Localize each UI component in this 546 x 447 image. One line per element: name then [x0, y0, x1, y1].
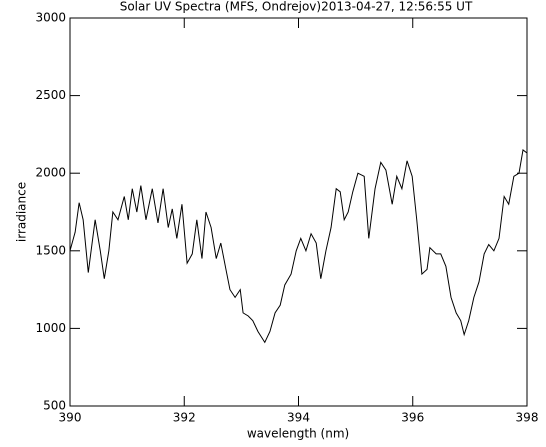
x-tick-label: 390: [59, 411, 82, 425]
x-tick-label: 398: [516, 411, 539, 425]
y-tick-label: 3000: [35, 11, 66, 25]
data-line: [69, 149, 528, 344]
x-tick-label: 394: [287, 411, 310, 425]
x-tick-label: 392: [173, 411, 196, 425]
chart-title: Solar UV Spectra (MFS, Ondrejov)2013-04-…: [120, 0, 473, 14]
y-tick-label: 2500: [35, 88, 66, 102]
x-tick-label: 396: [401, 411, 424, 425]
y-axis-label: irradiance: [15, 182, 29, 242]
plot-frame: [69, 17, 528, 407]
y-tick-label: 500: [43, 399, 66, 413]
y-tick-label: 1500: [35, 243, 66, 257]
y-tick-label: 2000: [35, 166, 66, 180]
y-tick-label: 1000: [35, 321, 66, 335]
x-axis-label: wavelength (nm): [247, 427, 349, 441]
